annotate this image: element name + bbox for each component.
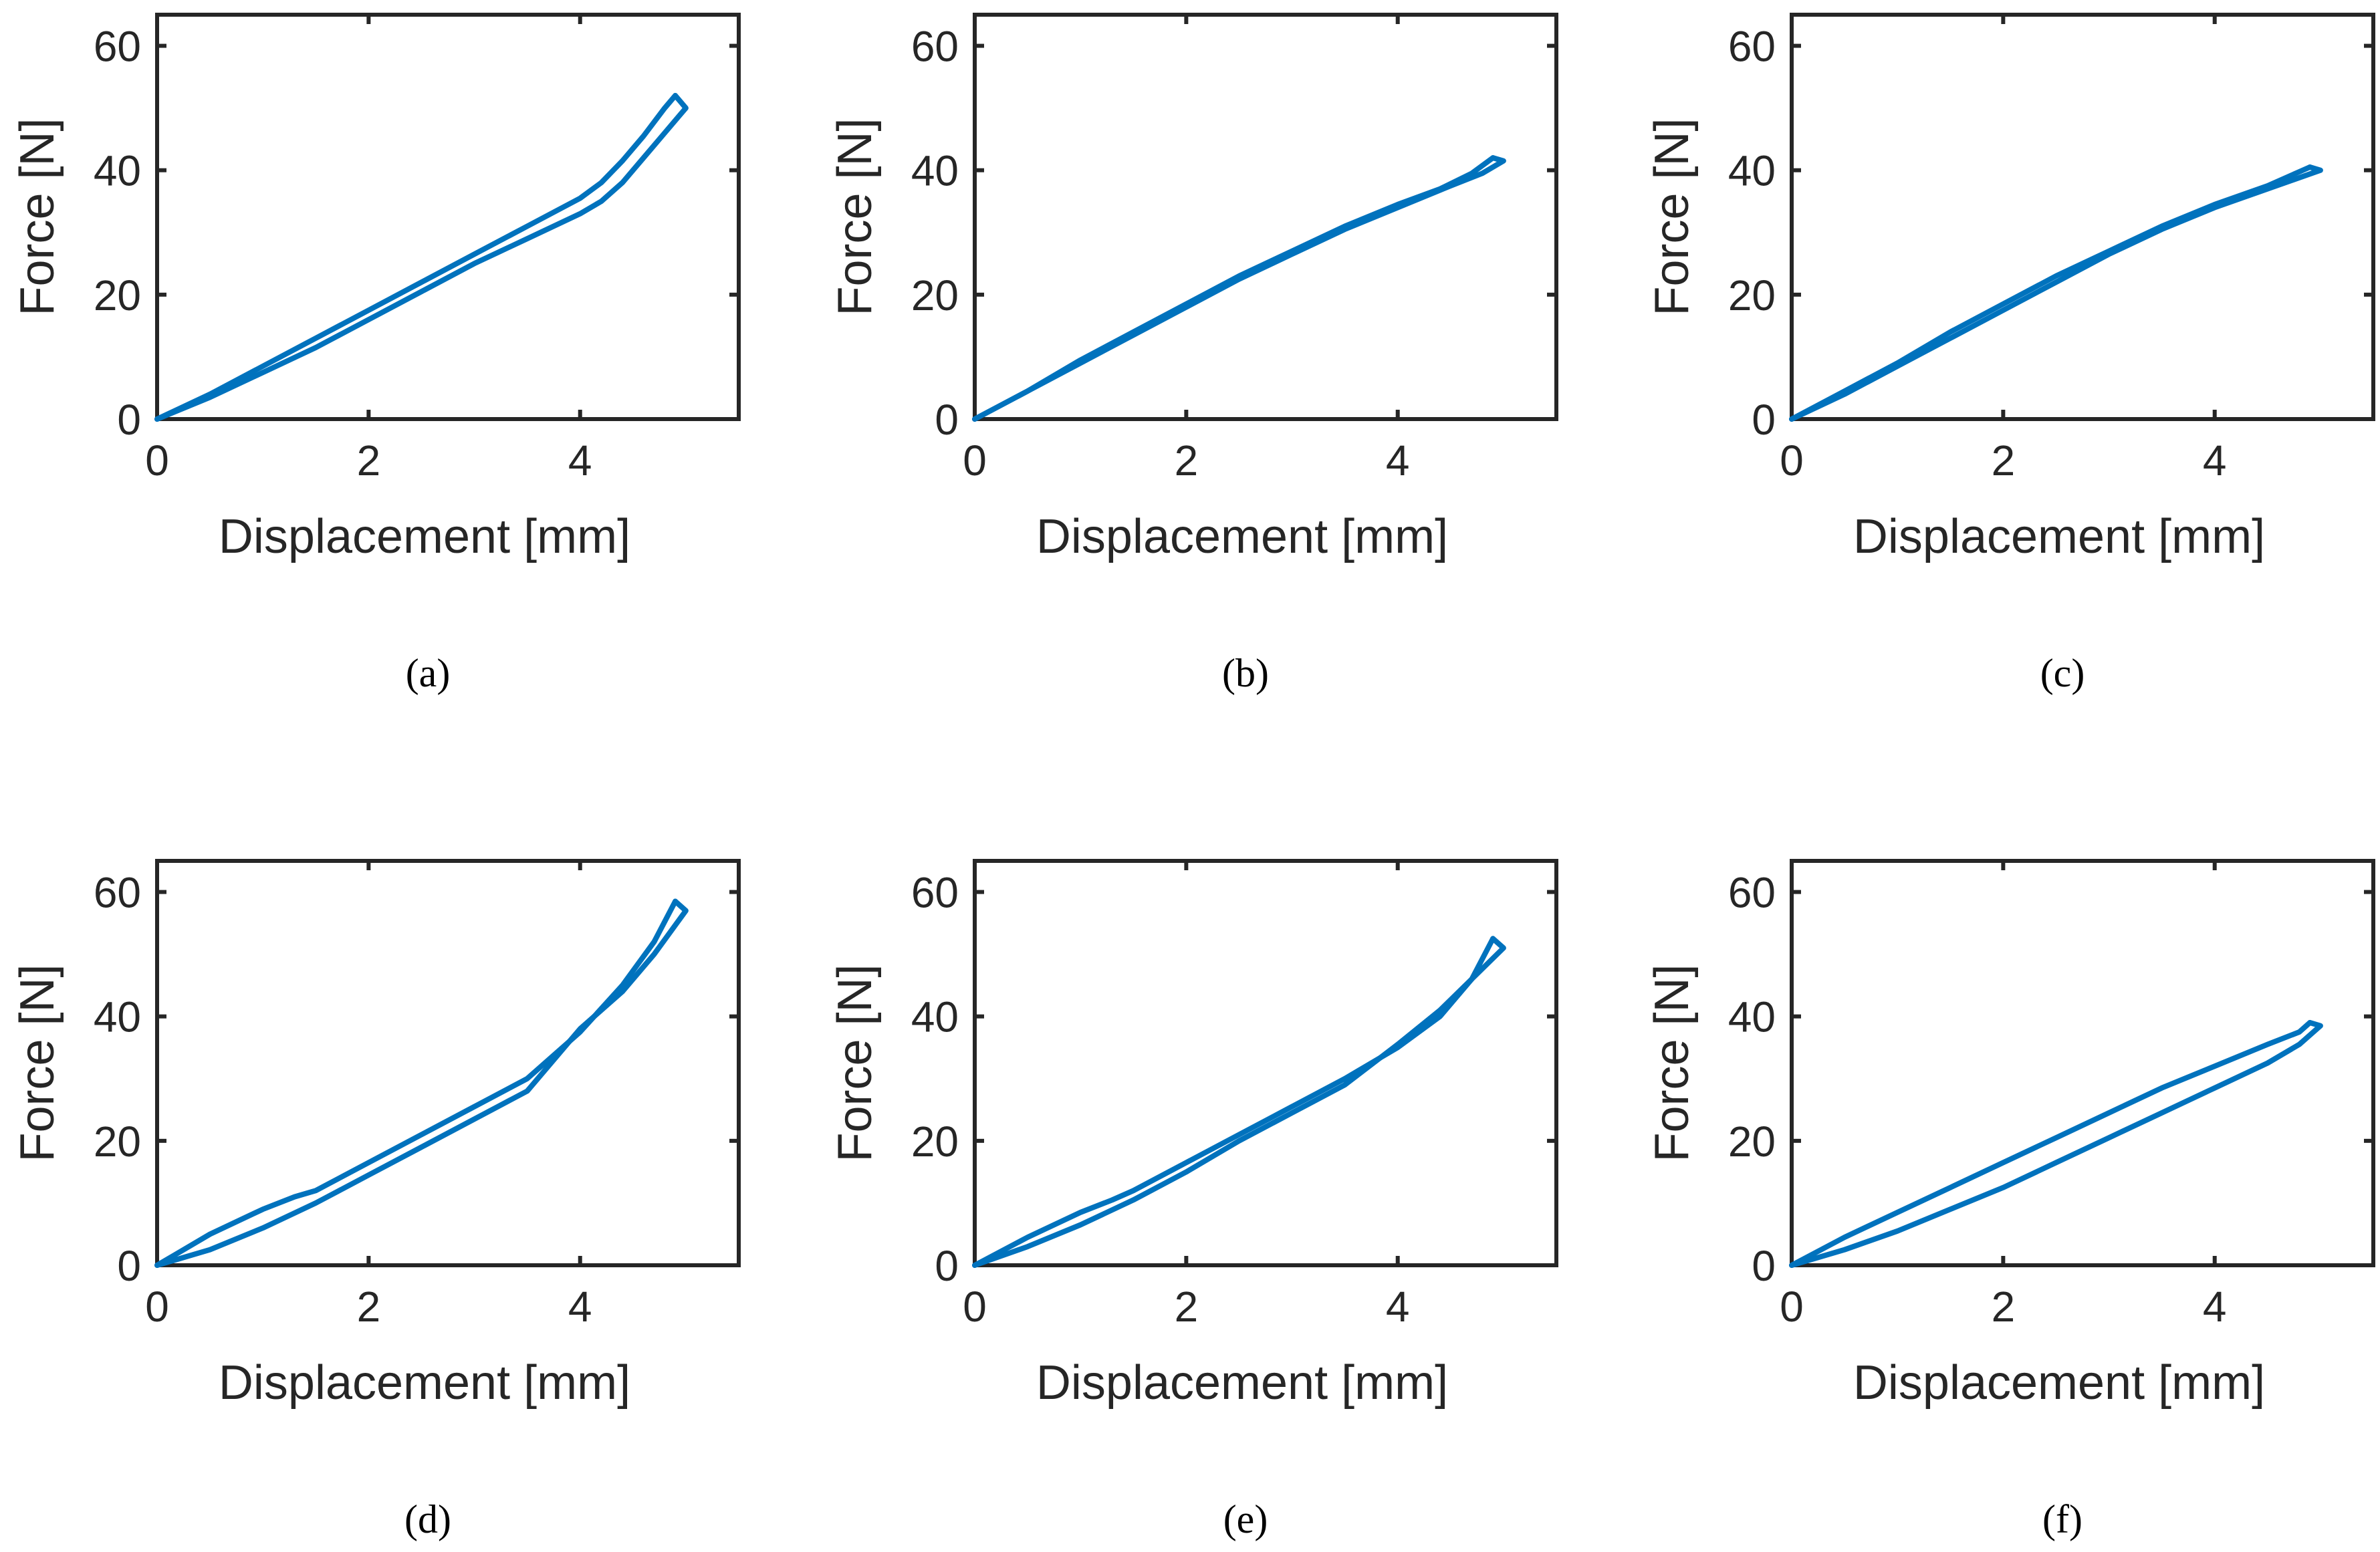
y-axis-label: Force [N] (11, 964, 64, 1162)
y-tick-label: 40 (911, 147, 959, 195)
y-tick-label: 40 (94, 993, 141, 1041)
series-line-unloading (154, 93, 689, 422)
series-line-unloading (154, 898, 689, 1268)
y-tick-label: 60 (1728, 23, 1776, 71)
series-line-loading (1789, 1020, 2313, 1268)
panel-caption: (d) (404, 1497, 451, 1541)
y-tick-label: 40 (94, 147, 141, 195)
x-tick-label: 0 (963, 436, 987, 485)
plot-frame (973, 13, 1558, 421)
series-line-loading (1789, 164, 2313, 422)
panel-caption: (f) (2042, 1497, 2082, 1541)
series-line-loading (154, 93, 679, 422)
x-axis-label: Displacement [mm] (219, 1356, 630, 1410)
x-tick-label: 4 (568, 436, 592, 485)
panel-caption: (c) (2040, 651, 2085, 695)
x-tick-label: 0 (963, 1283, 987, 1331)
y-tick-label: 0 (1752, 1242, 1776, 1290)
y-tick-label: 0 (117, 396, 141, 444)
y-tick-label: 60 (94, 869, 141, 917)
plot-frame (155, 13, 741, 421)
y-tick-label: 0 (117, 1242, 141, 1290)
x-tick-label: 4 (1386, 436, 1410, 485)
x-tick-label: 2 (1992, 1283, 2016, 1331)
y-tick-label: 0 (935, 396, 959, 444)
panel-caption: (a) (406, 651, 451, 695)
y-tick-label: 60 (94, 23, 141, 71)
x-tick-label: 2 (357, 436, 381, 485)
y-tick-label: 0 (1752, 396, 1776, 444)
y-axis-label: Force [N] (11, 118, 64, 315)
x-tick-label: 4 (2203, 1283, 2227, 1331)
y-tick-label: 20 (1728, 271, 1776, 319)
y-tick-label: 60 (911, 869, 959, 917)
plot-frame (1790, 13, 2375, 421)
y-tick-label: 60 (911, 23, 959, 71)
x-axis-label: Displacement [mm] (1036, 510, 1448, 563)
x-axis-label: Displacement [mm] (219, 510, 630, 563)
plot-frame (973, 859, 1558, 1267)
y-axis-label: Force [N] (828, 964, 882, 1162)
y-tick-label: 0 (935, 1242, 959, 1290)
panel-caption: (e) (1223, 1497, 1268, 1541)
series-line-unloading (972, 155, 1506, 422)
y-tick-label: 20 (911, 1118, 959, 1166)
x-tick-label: 0 (1780, 1283, 1804, 1331)
series-line-unloading (1789, 164, 2323, 422)
plot-frame (1790, 859, 2375, 1267)
y-tick-label: 20 (1728, 1118, 1776, 1166)
x-axis-label: Displacement [mm] (1036, 1356, 1448, 1410)
y-tick-label: 20 (94, 1118, 141, 1166)
y-tick-label: 40 (1728, 993, 1776, 1041)
y-tick-label: 20 (911, 271, 959, 319)
y-tick-label: 40 (911, 993, 959, 1041)
x-tick-label: 0 (1780, 436, 1804, 485)
x-axis-label: Displacement [mm] (1853, 1356, 2265, 1410)
y-axis-label: Force [N] (828, 118, 882, 315)
series-line-unloading (972, 936, 1506, 1268)
y-axis-label: Force [N] (1645, 118, 1699, 315)
x-tick-label: 2 (1175, 436, 1199, 485)
series-line-unloading (1789, 1020, 2323, 1268)
plot-frame (155, 859, 741, 1267)
panel-caption: (b) (1222, 651, 1269, 695)
y-axis-label: Force [N] (1645, 964, 1699, 1162)
x-tick-label: 4 (1386, 1283, 1410, 1331)
y-tick-label: 60 (1728, 869, 1776, 917)
x-tick-label: 0 (145, 436, 169, 485)
series-line-loading (972, 936, 1496, 1268)
x-tick-label: 4 (2203, 436, 2227, 485)
x-tick-label: 2 (1175, 1283, 1199, 1331)
y-tick-label: 40 (1728, 147, 1776, 195)
x-tick-label: 2 (357, 1283, 381, 1331)
x-axis-label: Displacement [mm] (1853, 510, 2265, 563)
x-tick-label: 2 (1992, 436, 2016, 485)
x-tick-label: 0 (145, 1283, 169, 1331)
series-line-loading (154, 898, 679, 1268)
x-tick-label: 4 (568, 1283, 592, 1331)
y-tick-label: 20 (94, 271, 141, 319)
